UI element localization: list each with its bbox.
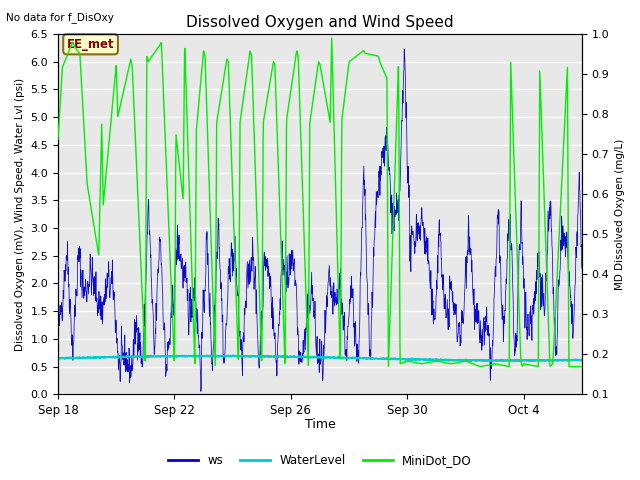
Text: EE_met: EE_met — [67, 38, 115, 51]
Title: Dissolved Oxygen and Wind Speed: Dissolved Oxygen and Wind Speed — [186, 15, 454, 30]
Y-axis label: MD Dissolved Oxygen (mg/L): MD Dissolved Oxygen (mg/L) — [615, 139, 625, 290]
Legend: ws, WaterLevel, MiniDot_DO: ws, WaterLevel, MiniDot_DO — [163, 449, 477, 472]
Text: No data for f_DisOxy: No data for f_DisOxy — [6, 12, 115, 23]
X-axis label: Time: Time — [305, 419, 335, 432]
Y-axis label: Dissolved Oxygen (mV), Wind Speed, Water Lvl (psi): Dissolved Oxygen (mV), Wind Speed, Water… — [15, 78, 25, 351]
